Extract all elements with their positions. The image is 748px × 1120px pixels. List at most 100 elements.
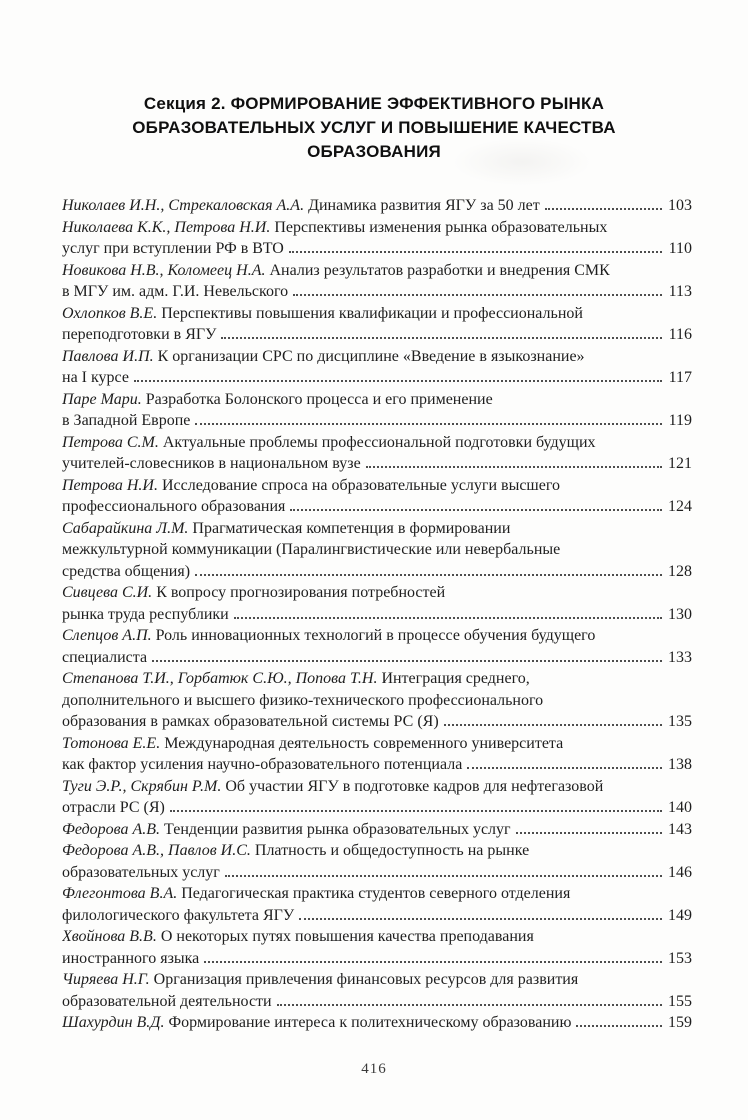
entry-title-text: Платность и общедоступность на рынке xyxy=(254,842,530,859)
toc-entry: Хвойнова В.В. О некоторых путях повышени… xyxy=(62,926,692,969)
toc-entry-line: филологического факультета ЯГУ 149 xyxy=(62,905,692,927)
entry-title-text: К организации СРС по дисциплине «Введени… xyxy=(157,347,585,365)
entry-title-text: в Западной Европе xyxy=(62,412,191,429)
toc-entry-line: Николаева К.К., Петрова Н.И. Перспективы… xyxy=(62,217,692,239)
toc-entry: Слепцов А.П. Роль инновационных технолог… xyxy=(62,625,692,668)
dotted-leader xyxy=(221,336,662,339)
entry-authors: Тотонова Е.Е. xyxy=(62,734,165,752)
toc-entry-line: Сабарайкина Л.М. Прагматическая компетен… xyxy=(62,518,692,540)
dotted-leader xyxy=(544,207,662,210)
toc-entry: Федорова А.В., Павлов И.С. Платность и о… xyxy=(62,840,692,883)
entry-page-number: 110 xyxy=(668,240,692,257)
toc-entry-line: Охлопков В.Е. Перспективы повышения квал… xyxy=(62,303,692,325)
toc-entry-line: услуг при вступлении РФ в ВТО 110 xyxy=(62,238,692,260)
dotted-leader xyxy=(276,1003,662,1006)
entry-authors: Федорова А.В., Павлов И.С. xyxy=(62,842,255,859)
toc-entry-line: на I курсе 117 xyxy=(62,367,692,389)
dotted-leader xyxy=(293,293,662,296)
entry-title-text: услуг при вступлении РФ в ВТО xyxy=(62,240,284,257)
toc-entry-line: Слепцов А.П. Роль инновационных технолог… xyxy=(62,625,692,647)
entry-title-text: О некоторых путях повышения качества пре… xyxy=(160,928,534,945)
dotted-leader xyxy=(133,379,662,382)
toc-entry-line: Степанова Т.И., Горбатюк С.Ю., Попова Т.… xyxy=(62,668,692,690)
entry-title-text: средства общения) xyxy=(62,562,191,580)
toc-entry-line: как фактор усиления научно-образовательн… xyxy=(62,754,692,776)
dotted-leader xyxy=(290,508,662,511)
entry-title-text: Тенденции развития рынка образовательных… xyxy=(164,820,511,838)
heading-line-2: ОБРАЗОВАТЕЛЬНЫХ УСЛУГ И ПОВЫШЕНИЕ КАЧЕСТ… xyxy=(132,118,616,137)
entry-authors: Федорова А.В. xyxy=(62,820,165,838)
toc-entry-line: Хвойнова В.В. О некоторых путях повышени… xyxy=(62,926,692,948)
entry-page-number: 149 xyxy=(668,906,692,924)
toc-entry: Чиряева Н.Г. Организация привлечения фин… xyxy=(62,969,692,1012)
entry-title-text: профессионального образования xyxy=(62,498,286,515)
entry-title-text: Организация привлечения финансовых ресур… xyxy=(153,971,579,988)
entry-title-text: Перспективы повышения квалификации и про… xyxy=(161,304,583,322)
entry-page-number: 133 xyxy=(668,648,692,666)
entry-title-text: на I курсе xyxy=(62,369,129,386)
toc-entry: Паре Мари. Разработка Болонского процесс… xyxy=(62,389,692,432)
toc-entry-line: дополнительного и высшего физико-техниче… xyxy=(62,690,692,712)
dotted-leader xyxy=(152,659,662,662)
dotted-leader xyxy=(443,723,662,726)
entry-page-number: 128 xyxy=(668,562,692,580)
entry-authors: Степанова Т.И., Горбатюк С.Ю., Попова Т.… xyxy=(62,670,382,687)
toc-entry: Николаев И.Н., Стрекаловская А.А. Динами… xyxy=(62,195,692,217)
entry-title-text: иностранного языка xyxy=(62,949,200,967)
entry-title-text: Прагматическая компетенция в формировани… xyxy=(192,519,511,537)
entry-title-text: переподготовки в ЯГУ xyxy=(62,326,217,343)
entry-page-number: 103 xyxy=(668,197,692,214)
entry-authors: Шахурдин В.Д. xyxy=(62,1014,169,1031)
entry-page-number: 153 xyxy=(668,949,692,967)
entry-title-text: Международная деятельность современного … xyxy=(164,734,564,752)
toc-entry: Новикова Н.В., Коломеец Н.А. Анализ резу… xyxy=(62,260,692,303)
dotted-leader xyxy=(515,831,662,834)
dotted-leader xyxy=(299,917,662,920)
entry-page-number: 146 xyxy=(668,863,692,881)
toc-entry-line: Чиряева Н.Г. Организация привлечения фин… xyxy=(62,969,692,991)
entry-authors: Николаева К.К., Петрова Н.И. xyxy=(62,218,275,236)
entry-title-text: Исследование спроса на образовательные у… xyxy=(161,476,561,494)
entry-title-text: как фактор усиления научно-образовательн… xyxy=(62,756,463,773)
entry-title-text: Интеграция среднего, xyxy=(381,670,530,687)
entry-authors: Туги Э.Р., Скрябин Р.М. xyxy=(62,777,226,795)
entry-title-text: К вопросу прогнозирования потребностей xyxy=(156,584,446,601)
dotted-leader xyxy=(169,809,662,812)
toc-entry: Туги Э.Р., Скрябин Р.М. Об участии ЯГУ в… xyxy=(62,776,692,819)
entry-title-text: специалиста xyxy=(62,648,148,666)
entry-title-text: дополнительного и высшего физико-техниче… xyxy=(62,691,544,709)
toc-entry-line: Петрова С.М. Актуальные проблемы професс… xyxy=(62,432,692,454)
entry-title-text: Перспективы изменения рынка образователь… xyxy=(274,218,608,236)
entry-authors: Охлопков В.Е. xyxy=(62,304,162,322)
toc-entry-line: Федорова А.В. Тенденции развития рынка о… xyxy=(62,819,692,841)
entry-title-text: образовательной деятельности xyxy=(62,992,272,1010)
toc-entry-line: переподготовки в ЯГУ 116 xyxy=(62,324,692,346)
entry-title-text: образования в рамках образовательной сис… xyxy=(62,713,439,730)
toc-entry-line: в Западной Европе 119 xyxy=(62,410,692,432)
toc-list: Николаев И.Н., Стрекаловская А.А. Динами… xyxy=(62,195,692,1034)
entry-page-number: 113 xyxy=(668,283,692,300)
page-number: 416 xyxy=(361,1061,387,1077)
toc-entry: Петрова С.М. Актуальные проблемы професс… xyxy=(62,432,692,475)
toc-entry-line: в МГУ им. адм. Г.И. Невельского 113 xyxy=(62,281,692,303)
entry-authors: Сабарайкина Л.М. xyxy=(62,519,193,537)
entry-title-text: Роль инновационных технологий в процессе… xyxy=(155,627,596,644)
entry-page-number: 140 xyxy=(668,799,692,816)
toc-entry-line: профессионального образования 124 xyxy=(62,496,692,518)
toc-entry: Петрова Н.И. Исследование спроса на обра… xyxy=(62,475,692,518)
entry-authors: Сивцева С.И. xyxy=(62,584,157,601)
entry-title-text: Педагогическая практика студентов северн… xyxy=(181,885,571,902)
toc-entry: Охлопков В.Е. Перспективы повышения квал… xyxy=(62,303,692,346)
toc-entry: Сабарайкина Л.М. Прагматическая компетен… xyxy=(62,518,692,583)
entry-page-number: 143 xyxy=(668,820,692,838)
entry-page-number: 124 xyxy=(668,498,692,515)
toc-entry-line: специалиста 133 xyxy=(62,647,692,669)
entry-title-text: Актуальные проблемы профессиональной под… xyxy=(162,433,596,451)
entry-authors: Чиряева Н.Г. xyxy=(62,971,154,988)
entry-authors: Павлова И.П. xyxy=(62,347,158,365)
entry-page-number: 119 xyxy=(668,412,692,429)
toc-entry: Сивцева С.И. К вопросу прогнозирования п… xyxy=(62,582,692,625)
entry-page-number: 116 xyxy=(668,326,692,343)
entry-authors: Хвойнова В.В. xyxy=(62,928,161,945)
